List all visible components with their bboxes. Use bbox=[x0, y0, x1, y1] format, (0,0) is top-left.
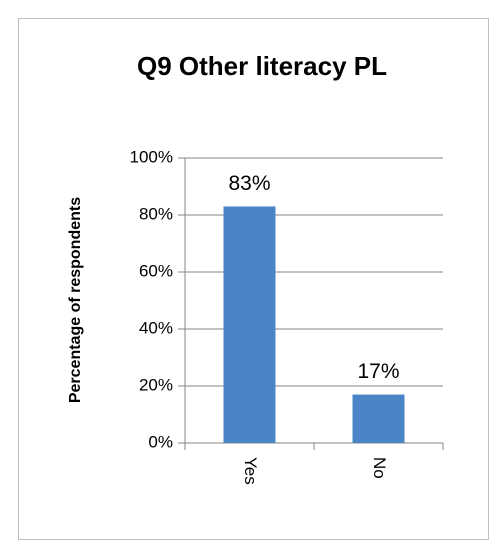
x-tick-label: Yes bbox=[241, 457, 260, 485]
data-label: 17% bbox=[357, 360, 399, 383]
y-tick-label: 20% bbox=[139, 375, 173, 394]
bar bbox=[352, 394, 405, 443]
y-tick-label: 80% bbox=[139, 204, 173, 223]
y-tick-label: 100% bbox=[130, 147, 173, 166]
chart-title: Q9 Other literacy PL bbox=[137, 51, 387, 81]
x-tick-label: No bbox=[370, 457, 389, 479]
y-axis-label: Percentage of respondents bbox=[67, 197, 84, 403]
bar bbox=[223, 206, 276, 443]
data-label: 83% bbox=[228, 172, 270, 195]
y-tick-label: 60% bbox=[139, 261, 173, 280]
y-tick-label: 40% bbox=[139, 318, 173, 337]
y-tick-label: 0% bbox=[148, 432, 173, 451]
